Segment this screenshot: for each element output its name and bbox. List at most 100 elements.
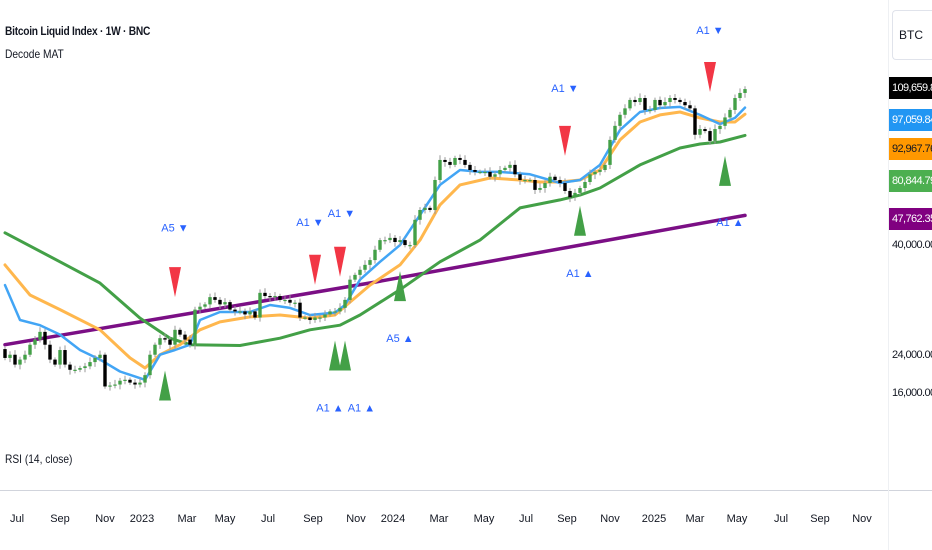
- candle-body: [283, 299, 287, 302]
- candle-body: [188, 339, 192, 345]
- candle-body: [318, 317, 322, 319]
- candle: [598, 165, 602, 176]
- time-axis-label: 2025: [641, 513, 667, 525]
- time-axis-label: Jul: [518, 513, 534, 525]
- candle-body: [273, 296, 277, 298]
- candle-body: [238, 311, 242, 313]
- candle-body: [93, 357, 97, 363]
- candle: [33, 336, 37, 349]
- price-chart[interactable]: A5 ▼ A1 ▼ A1 ▼ A1 ▼ A1 ▼ A5 ▲ A1 ▲ A1 ▲ A1 ▲ A1 ▲: [0, 0, 888, 490]
- candle: [363, 260, 367, 273]
- ma-orange-line: [3, 110, 747, 370]
- candle: [253, 309, 257, 320]
- candle-body: [48, 344, 52, 360]
- candle-body: [523, 179, 527, 182]
- last-price-price-label: 109,659.87: [889, 77, 932, 99]
- candle: [743, 86, 747, 98]
- candle: [263, 288, 267, 299]
- candle-body: [8, 354, 12, 358]
- candle-body: [593, 171, 597, 175]
- candle-body: [153, 344, 157, 355]
- candle: [718, 122, 722, 134]
- candle-body: [58, 350, 62, 365]
- candle-body: [303, 317, 307, 319]
- ma-purple-price-label: 47,762.35: [889, 208, 932, 230]
- rsi-legend[interactable]: RSI (14, close): [5, 452, 73, 466]
- buy-signal-triangle: [574, 205, 586, 236]
- candle-body: [688, 105, 692, 109]
- candle-body: [673, 98, 677, 100]
- candle: [3, 346, 7, 361]
- candle: [83, 362, 87, 373]
- candle-body: [733, 98, 737, 110]
- candle-body: [138, 382, 142, 385]
- candle: [113, 379, 117, 389]
- candle: [538, 183, 542, 193]
- candle: [588, 169, 592, 185]
- candle: [338, 303, 342, 315]
- candle: [643, 95, 647, 115]
- indicator-legend[interactable]: Decode MAT: [5, 47, 64, 61]
- candle: [188, 334, 192, 348]
- candle-body: [268, 296, 272, 298]
- candle: [648, 105, 652, 114]
- candle: [633, 96, 637, 107]
- candle: [408, 241, 412, 250]
- candle: [298, 298, 302, 322]
- candle-body: [458, 157, 462, 160]
- sell-signal-triangle: [559, 125, 571, 156]
- buy-signal-triangle: [394, 271, 406, 302]
- candle: [333, 307, 337, 316]
- candle: [398, 236, 402, 246]
- candle-body: [648, 109, 652, 112]
- time-axis-label: May: [473, 513, 495, 525]
- candle: [173, 325, 177, 349]
- candle-body: [403, 240, 407, 246]
- candle-body: [413, 219, 417, 246]
- candle-body: [323, 314, 327, 318]
- candle: [683, 98, 687, 110]
- time-axis-label: Nov: [95, 513, 115, 525]
- candle-body: [298, 302, 302, 318]
- candle-body: [83, 366, 87, 369]
- time-axis-label: 2023: [129, 513, 155, 525]
- candle: [638, 93, 642, 105]
- candle: [393, 235, 397, 247]
- candle-body: [613, 125, 617, 140]
- candle-body: [433, 179, 437, 210]
- candle: [403, 237, 407, 248]
- candle: [608, 136, 612, 170]
- ma-green-line: [3, 133, 747, 347]
- candle-body: [723, 117, 727, 126]
- symbol-title[interactable]: Bitcoin Liquid Index · 1W · BNC: [5, 24, 151, 38]
- candle: [293, 299, 297, 308]
- candle-body: [618, 114, 622, 126]
- candle: [183, 331, 187, 344]
- candle: [248, 307, 252, 318]
- candle: [198, 302, 202, 314]
- candle-body: [558, 179, 562, 184]
- pane-separator[interactable]: [0, 490, 932, 491]
- signal-label: A1 ▼: [296, 217, 323, 229]
- time-axis-label: Sep: [50, 513, 70, 525]
- candle-body: [638, 98, 642, 103]
- candle: [73, 365, 77, 374]
- currency-button[interactable]: BTC: [892, 10, 932, 60]
- candle-body: [143, 375, 147, 383]
- time-axis-label: Nov: [600, 513, 620, 525]
- signal-label: A1 ▲: [716, 217, 743, 229]
- candle-body: [208, 297, 212, 305]
- candle-body: [88, 362, 92, 367]
- candle-body: [68, 364, 72, 370]
- time-axis-label: Sep: [557, 513, 577, 525]
- candle-body: [278, 296, 282, 300]
- candle: [208, 293, 212, 309]
- price-tick: 16,000.00: [892, 387, 932, 399]
- candle-body: [373, 249, 377, 261]
- candle-body: [483, 171, 487, 174]
- ma-blue-price-label: 97,059.84: [889, 109, 932, 131]
- signal-label: A1 ▲: [566, 268, 593, 280]
- candle: [673, 93, 677, 104]
- price-scale-border: [888, 0, 889, 550]
- candle-body: [173, 329, 177, 345]
